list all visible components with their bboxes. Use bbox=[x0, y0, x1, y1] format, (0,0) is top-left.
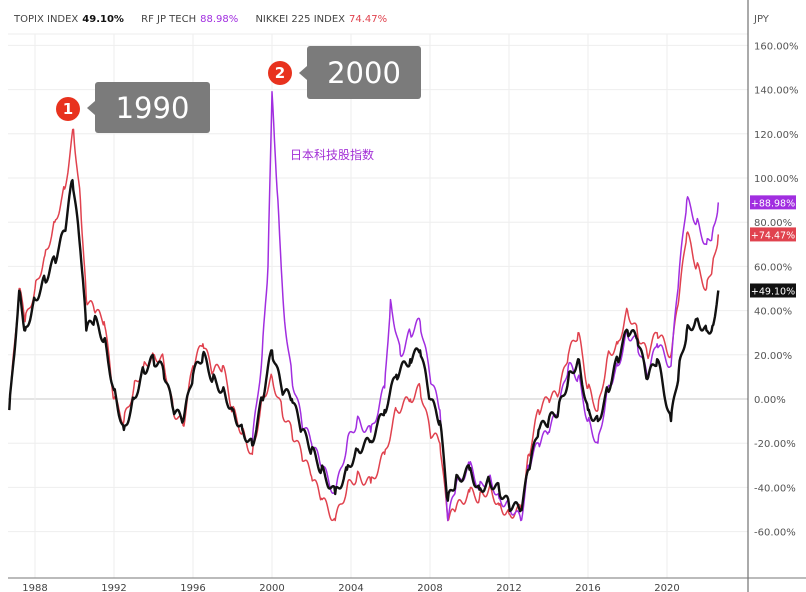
x-tick-label: 2008 bbox=[417, 583, 442, 592]
series-line-nikkei-225-index bbox=[8, 128, 720, 522]
x-tick-label: 2000 bbox=[259, 583, 284, 592]
legend-value-tech: 88.98% bbox=[200, 14, 239, 25]
last-value-badge-label: +49.10% bbox=[751, 286, 795, 297]
y-tick-label: 160.00% bbox=[754, 41, 799, 52]
x-tick-label: 2020 bbox=[654, 583, 679, 592]
marker-2: 2 bbox=[268, 61, 292, 85]
y-axis-ticks: 160.00% 140.00% 120.00% 100.00% 80.00% 60.00%… bbox=[754, 41, 799, 538]
y-tick-label: 0.00% bbox=[754, 395, 786, 406]
legend-label-nikkei[interactable]: NIKKEI 225 INDEX bbox=[255, 14, 345, 25]
x-tick-label: 2012 bbox=[496, 583, 521, 592]
legend: TOPIX INDEX 49.10% RF JP TECH 88.98% NIKKE… bbox=[14, 14, 401, 25]
x-tick-label: 1992 bbox=[101, 583, 126, 592]
last-value-badge bbox=[750, 283, 796, 298]
last-value-badges: +74.47% +88.98% +49.10% bbox=[750, 195, 796, 298]
last-value-badge bbox=[750, 195, 796, 210]
y-tick-label: 120.00% bbox=[754, 130, 799, 141]
legend-value-topix: 49.10% bbox=[82, 14, 124, 25]
grid bbox=[8, 33, 748, 578]
series-lines bbox=[8, 91, 720, 522]
x-axis-ticks: 1988 1992 1996 2000 2004 2008 2012 2016 2020 bbox=[22, 583, 679, 592]
last-value-badge-label: +88.98% bbox=[751, 198, 795, 209]
legend-label-tech[interactable]: RF JP TECH bbox=[141, 14, 197, 25]
y-tick-label: -60.00% bbox=[754, 528, 796, 539]
x-tick-label: 2004 bbox=[338, 583, 363, 592]
y-tick-label: -20.00% bbox=[754, 439, 796, 450]
tech-index-annotation: 日本科技股指数 bbox=[290, 148, 375, 162]
legend-value-nikkei: 74.47% bbox=[349, 14, 388, 25]
y-tick-label: 40.00% bbox=[754, 307, 792, 318]
x-tick-label: 1996 bbox=[180, 583, 205, 592]
callout-1990: 1990 bbox=[87, 82, 210, 133]
y-tick-label: 140.00% bbox=[754, 86, 799, 97]
y-tick-label: 100.00% bbox=[754, 174, 799, 185]
legend-label-topix[interactable]: TOPIX INDEX bbox=[14, 14, 79, 25]
y-tick-label: 60.00% bbox=[754, 262, 792, 273]
last-value-badge-label: +74.47% bbox=[751, 230, 795, 241]
y-tick-label: 20.00% bbox=[754, 351, 792, 362]
series-line-topix-index bbox=[8, 178, 720, 513]
y-tick-label: 80.00% bbox=[754, 218, 792, 229]
last-value-badge bbox=[750, 227, 796, 242]
y-tick-label: -40.00% bbox=[754, 483, 796, 494]
x-tick-label: 1988 bbox=[22, 583, 47, 592]
x-tick-label: 2016 bbox=[575, 583, 600, 592]
currency-label: JPY bbox=[753, 14, 770, 25]
callout-2000: 2000 bbox=[299, 46, 421, 99]
marker-1: 1 bbox=[56, 97, 80, 121]
